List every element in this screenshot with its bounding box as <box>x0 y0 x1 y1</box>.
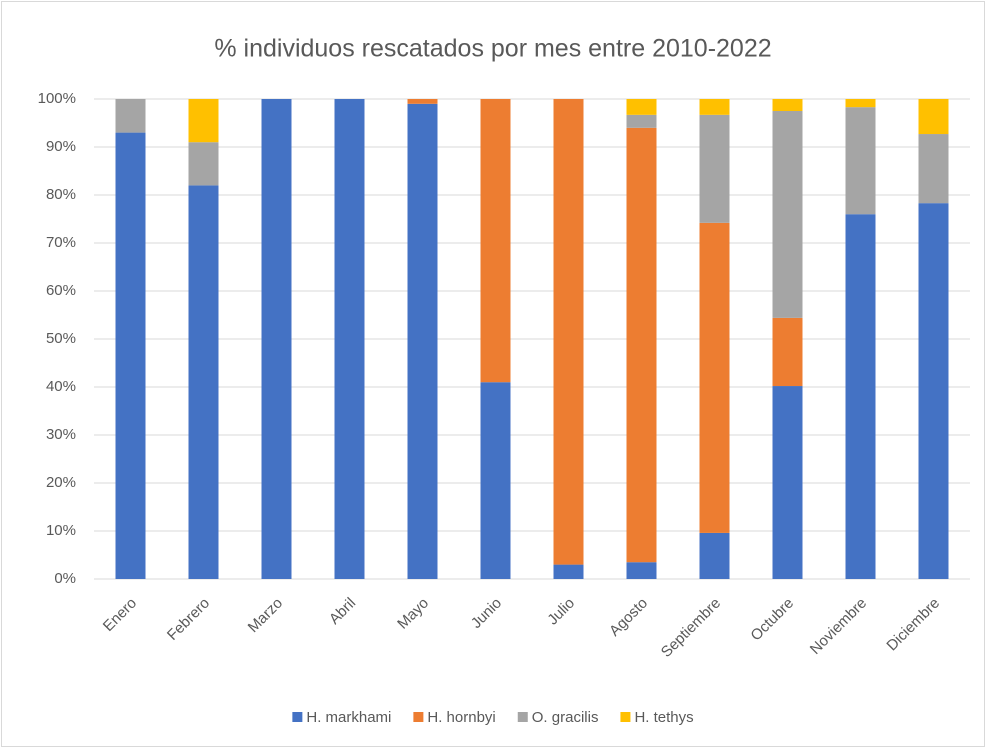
legend-label: H. tethys <box>634 709 693 726</box>
bar-segment <box>845 99 876 108</box>
chart-title: % individuos rescatados por mes entre 20… <box>214 35 771 63</box>
bar-segment <box>480 382 511 579</box>
y-tick-label: 30% <box>46 426 76 443</box>
bar-segment <box>407 103 438 580</box>
bar-segment <box>699 532 730 579</box>
bar-segment <box>699 114 730 223</box>
bar-segment <box>188 99 219 143</box>
bar-segment <box>918 203 949 579</box>
legend-swatch <box>292 712 303 722</box>
y-tick-label: 0% <box>54 570 76 587</box>
bar-segment <box>480 99 511 383</box>
bar-segment <box>261 99 292 579</box>
bar-segment <box>626 99 657 115</box>
y-tick-label: 60% <box>46 282 76 299</box>
bar-segment <box>699 222 730 533</box>
bar-segment <box>772 317 803 387</box>
y-tick-label: 20% <box>46 474 76 491</box>
y-tick-label: 50% <box>46 330 76 347</box>
y-tick-label: 10% <box>46 522 76 539</box>
bar-segment <box>553 99 584 565</box>
y-tick-label: 90% <box>46 138 76 155</box>
bar-segment <box>772 386 803 579</box>
legend-label: O. gracilis <box>532 709 599 726</box>
bar-segment <box>334 99 365 579</box>
legend-swatch <box>517 712 528 722</box>
bar-segment <box>626 114 657 128</box>
bar-segment <box>626 562 657 579</box>
y-tick-label: 100% <box>38 90 76 107</box>
legend-label: H. hornbyi <box>427 709 495 726</box>
bar-segment <box>188 142 219 186</box>
bar-segment <box>845 214 876 579</box>
y-tick-label: 40% <box>46 378 76 395</box>
bar-segment <box>845 107 876 215</box>
bar-segment <box>115 132 146 579</box>
legend-swatch <box>620 712 631 722</box>
y-tick-label: 70% <box>46 234 76 251</box>
bar-segment <box>626 127 657 563</box>
legend: H. markhami H. hornbyi O. gracilis H. tethy… <box>292 709 694 726</box>
legend-swatch <box>413 712 424 722</box>
bar-segment <box>407 99 438 104</box>
bar-segment <box>553 564 584 579</box>
bar-segment <box>772 111 803 318</box>
bar-segment <box>188 185 219 579</box>
bar-segment <box>918 134 949 204</box>
legend-label: H. markhami <box>306 709 391 726</box>
bar-segment <box>772 99 803 111</box>
y-tick-label: 80% <box>46 186 76 203</box>
bar-segment <box>918 99 949 135</box>
bar-segment <box>115 99 146 133</box>
bar-segment <box>699 99 730 115</box>
